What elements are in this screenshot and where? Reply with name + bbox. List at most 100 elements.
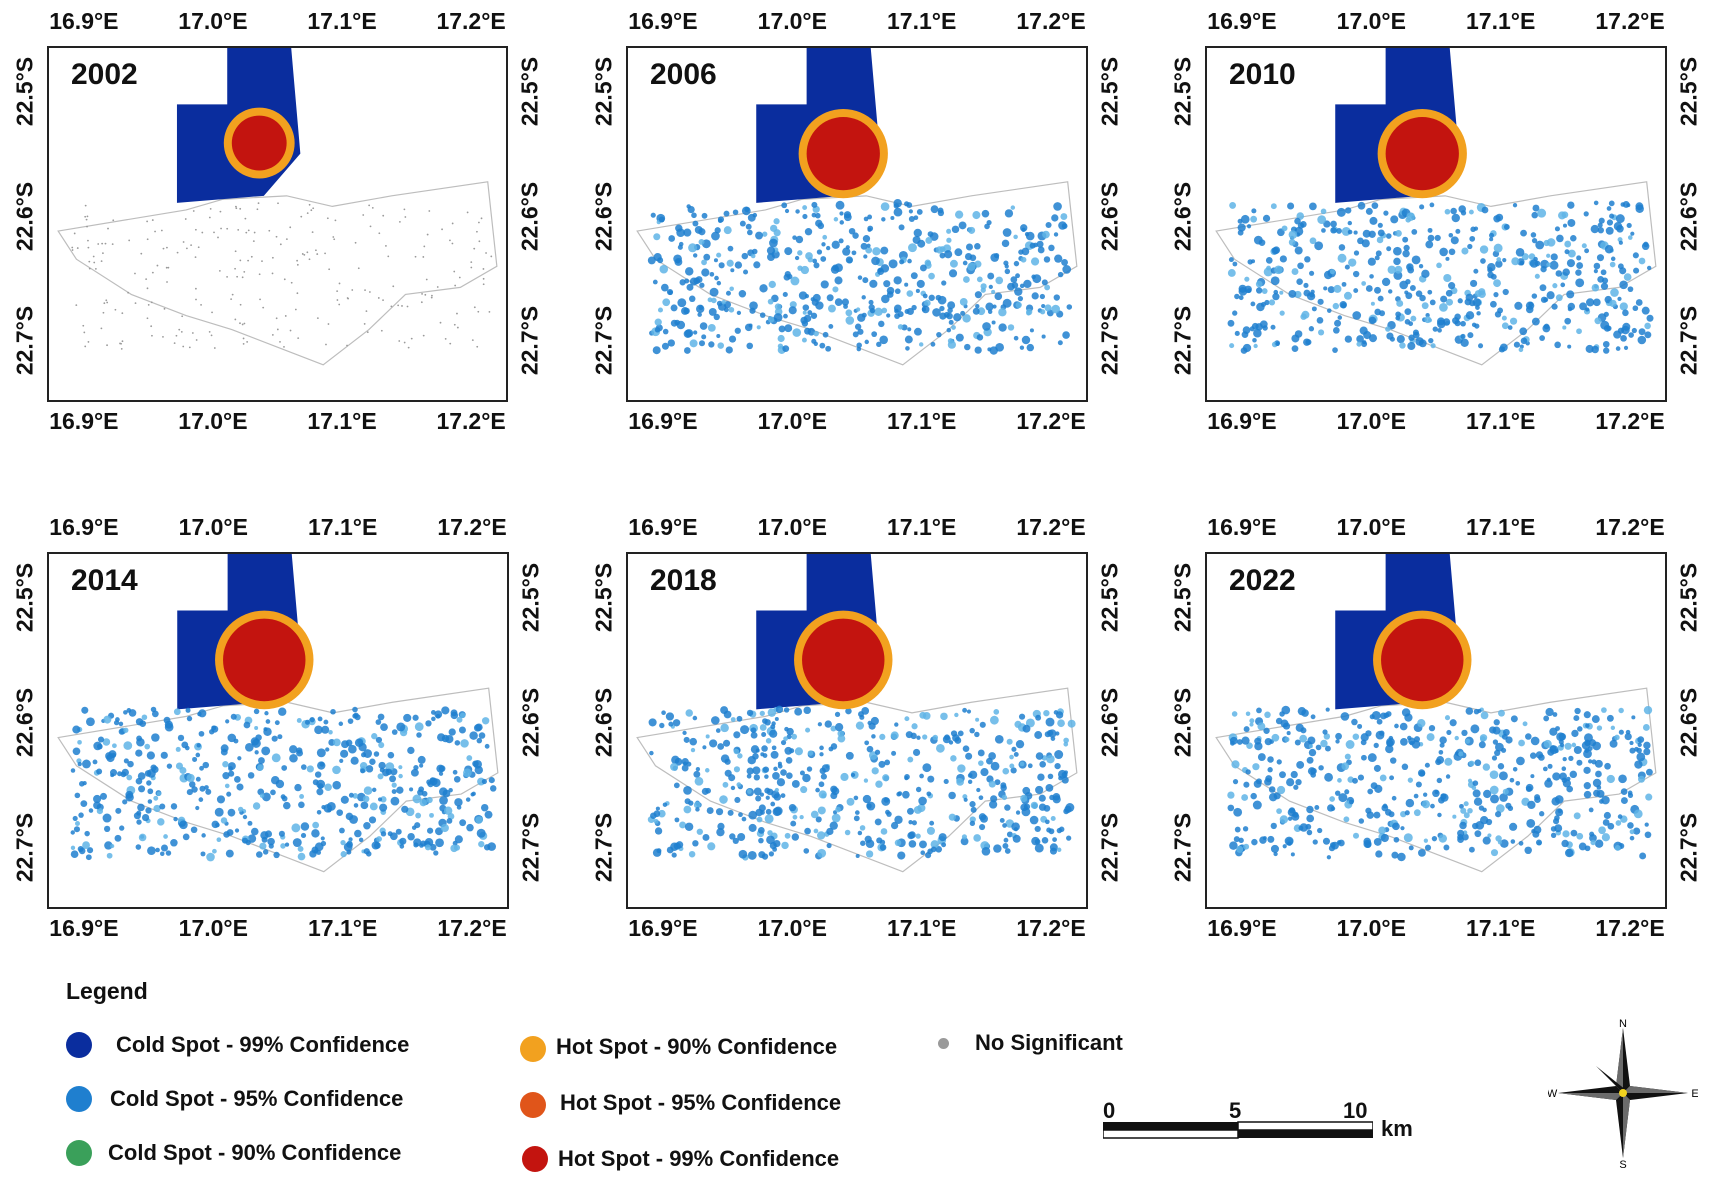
cold-spot-95-dot: [701, 334, 707, 340]
cold-spot-95-dot: [1567, 302, 1576, 311]
cold-spot-95-dot: [1585, 723, 1590, 728]
no-significant-dot: [414, 255, 417, 258]
cold-spot-95-dot: [1491, 755, 1498, 761]
cold-spot-95-dot: [1337, 778, 1342, 783]
no-significant-dot: [488, 310, 491, 313]
x-tick-label-top: 17.1°E: [1466, 514, 1536, 540]
cold-spot-95-dot: [897, 324, 904, 330]
cold-spot-95-dot: [1552, 283, 1558, 289]
cold-spot-95-dot: [825, 345, 832, 352]
cold-spot-95-dot: [760, 810, 765, 815]
cold-spot-95-dot: [807, 257, 814, 263]
cold-spot-95-dot: [1262, 325, 1268, 331]
cold-spot-95-dot: [429, 777, 438, 786]
no-significant-dot: [451, 222, 454, 225]
cold-spot-95-dot: [1310, 714, 1316, 720]
cold-spot-95-dot: [325, 747, 330, 752]
cold-spot-95-dot: [1562, 779, 1571, 788]
cold-spot-95-dot: [369, 802, 378, 811]
cold-spot-95-dot: [1275, 717, 1283, 725]
cold-spot-95-dot: [662, 298, 671, 307]
cold-spot-95-dot: [1272, 293, 1280, 301]
cold-spot-95-dot: [1276, 785, 1286, 795]
x-tick-label-bottom: 17.0°E: [178, 915, 248, 941]
cold-spot-95-dot: [777, 334, 785, 343]
cold-spot-95-dot: [133, 812, 141, 820]
cold-spot-95-dot: [1323, 733, 1331, 740]
cold-spot-95-dot: [1038, 803, 1047, 811]
cold-spot-95-dot: [190, 826, 198, 834]
cold-spot-95-dot: [245, 839, 251, 846]
cold-spot-95-dot: [1030, 257, 1040, 266]
cold-spot-95-dot: [114, 834, 122, 842]
panel-year-label: 2010: [1229, 58, 1296, 91]
cold-spot-95-dot: [1054, 762, 1061, 770]
cold-spot-95-dot: [915, 288, 920, 294]
cold-spot-95-dot: [1306, 756, 1314, 764]
cold-spot-95-dot: [692, 715, 698, 721]
cold-spot-95-dot: [845, 309, 853, 317]
cold-spot-95-dot: [1284, 836, 1294, 846]
cold-spot-95-dot: [932, 308, 941, 317]
cold-spot-95-dot: [1395, 315, 1401, 321]
cold-spot-95-dot: [1022, 786, 1031, 795]
cold-spot-95-dot: [815, 219, 823, 228]
cold-spot-95-dot: [1038, 794, 1046, 802]
cold-spot-95-dot: [1295, 779, 1302, 786]
cold-spot-95-dot: [1418, 848, 1426, 857]
cold-spot-95-dot: [1555, 808, 1564, 817]
cold-spot-95-dot: [1002, 298, 1012, 308]
cold-spot-95-dot: [948, 740, 954, 745]
cold-spot-95-dot: [734, 796, 741, 804]
cold-spot-95-dot: [908, 209, 913, 214]
cold-spot-95-dot: [1589, 834, 1597, 842]
x-tick-label-bottom: 17.2°E: [436, 408, 506, 434]
cold-spot-95-dot: [759, 284, 768, 293]
cold-spot-95-dot: [1306, 814, 1315, 823]
cold-spot-95-dot: [919, 711, 927, 719]
cold-spot-95-dot: [969, 820, 976, 827]
cold-spot-95-dot: [1636, 752, 1646, 762]
cold-spot-95-dot: [1537, 208, 1547, 218]
cold-spot-95-dot: [1459, 803, 1464, 809]
no-significant-dot: [476, 230, 478, 233]
cold-spot-95-dot: [744, 206, 750, 213]
cold-spot-95-dot: [1030, 801, 1038, 809]
cold-spot-95-dot: [1053, 294, 1060, 301]
cold-spot-95-dot: [880, 246, 889, 255]
cold-spot-95-dot: [261, 792, 271, 802]
no-significant-dot: [192, 210, 195, 212]
cold-spot-95-dot: [835, 200, 845, 210]
cold-spot-95-dot: [1013, 335, 1019, 341]
cold-spot-95-dot: [1349, 799, 1354, 805]
cold-spot-95-dot: [1468, 209, 1474, 215]
cold-spot-95-dot: [974, 260, 982, 268]
cold-spot-95-dot: [1619, 267, 1627, 275]
cold-spot-95-dot: [186, 773, 195, 783]
x-tick-label-bottom: 17.0°E: [178, 408, 248, 434]
no-significant-dot: [382, 299, 384, 302]
cold-spot-95-dot: [1270, 324, 1276, 330]
cold-spot-95-dot: [929, 820, 935, 826]
cold-spot-95-dot: [1352, 733, 1360, 740]
no-significant-dot: [306, 251, 309, 254]
no-significant-dot: [315, 249, 317, 252]
cold-spot-95-dot: [1554, 824, 1563, 833]
cold-spot-95-dot: [721, 300, 726, 305]
cold-spot-95-dot: [1352, 777, 1358, 784]
no-significant-dot: [334, 219, 337, 222]
no-significant-dot: [250, 255, 253, 258]
cold-spot-95-dot: [826, 842, 832, 849]
cold-spot-95-dot: [650, 212, 656, 218]
map-frame: [1205, 46, 1667, 402]
cold-spot-95-dot: [1315, 744, 1322, 751]
cold-spot-95-dot: [716, 827, 725, 837]
cold-spot-95-dot: [349, 815, 358, 824]
cold-spot-95-dot: [1460, 320, 1466, 327]
cold-spot-95-dot: [1449, 719, 1457, 727]
cold-spot-95-dot: [716, 252, 722, 258]
cold-spot-95-dot: [226, 829, 234, 836]
cold-spot-95-dot: [376, 836, 382, 842]
cold-spot-95-dot: [1482, 807, 1487, 813]
cold-spot-95-dot: [1408, 334, 1415, 341]
